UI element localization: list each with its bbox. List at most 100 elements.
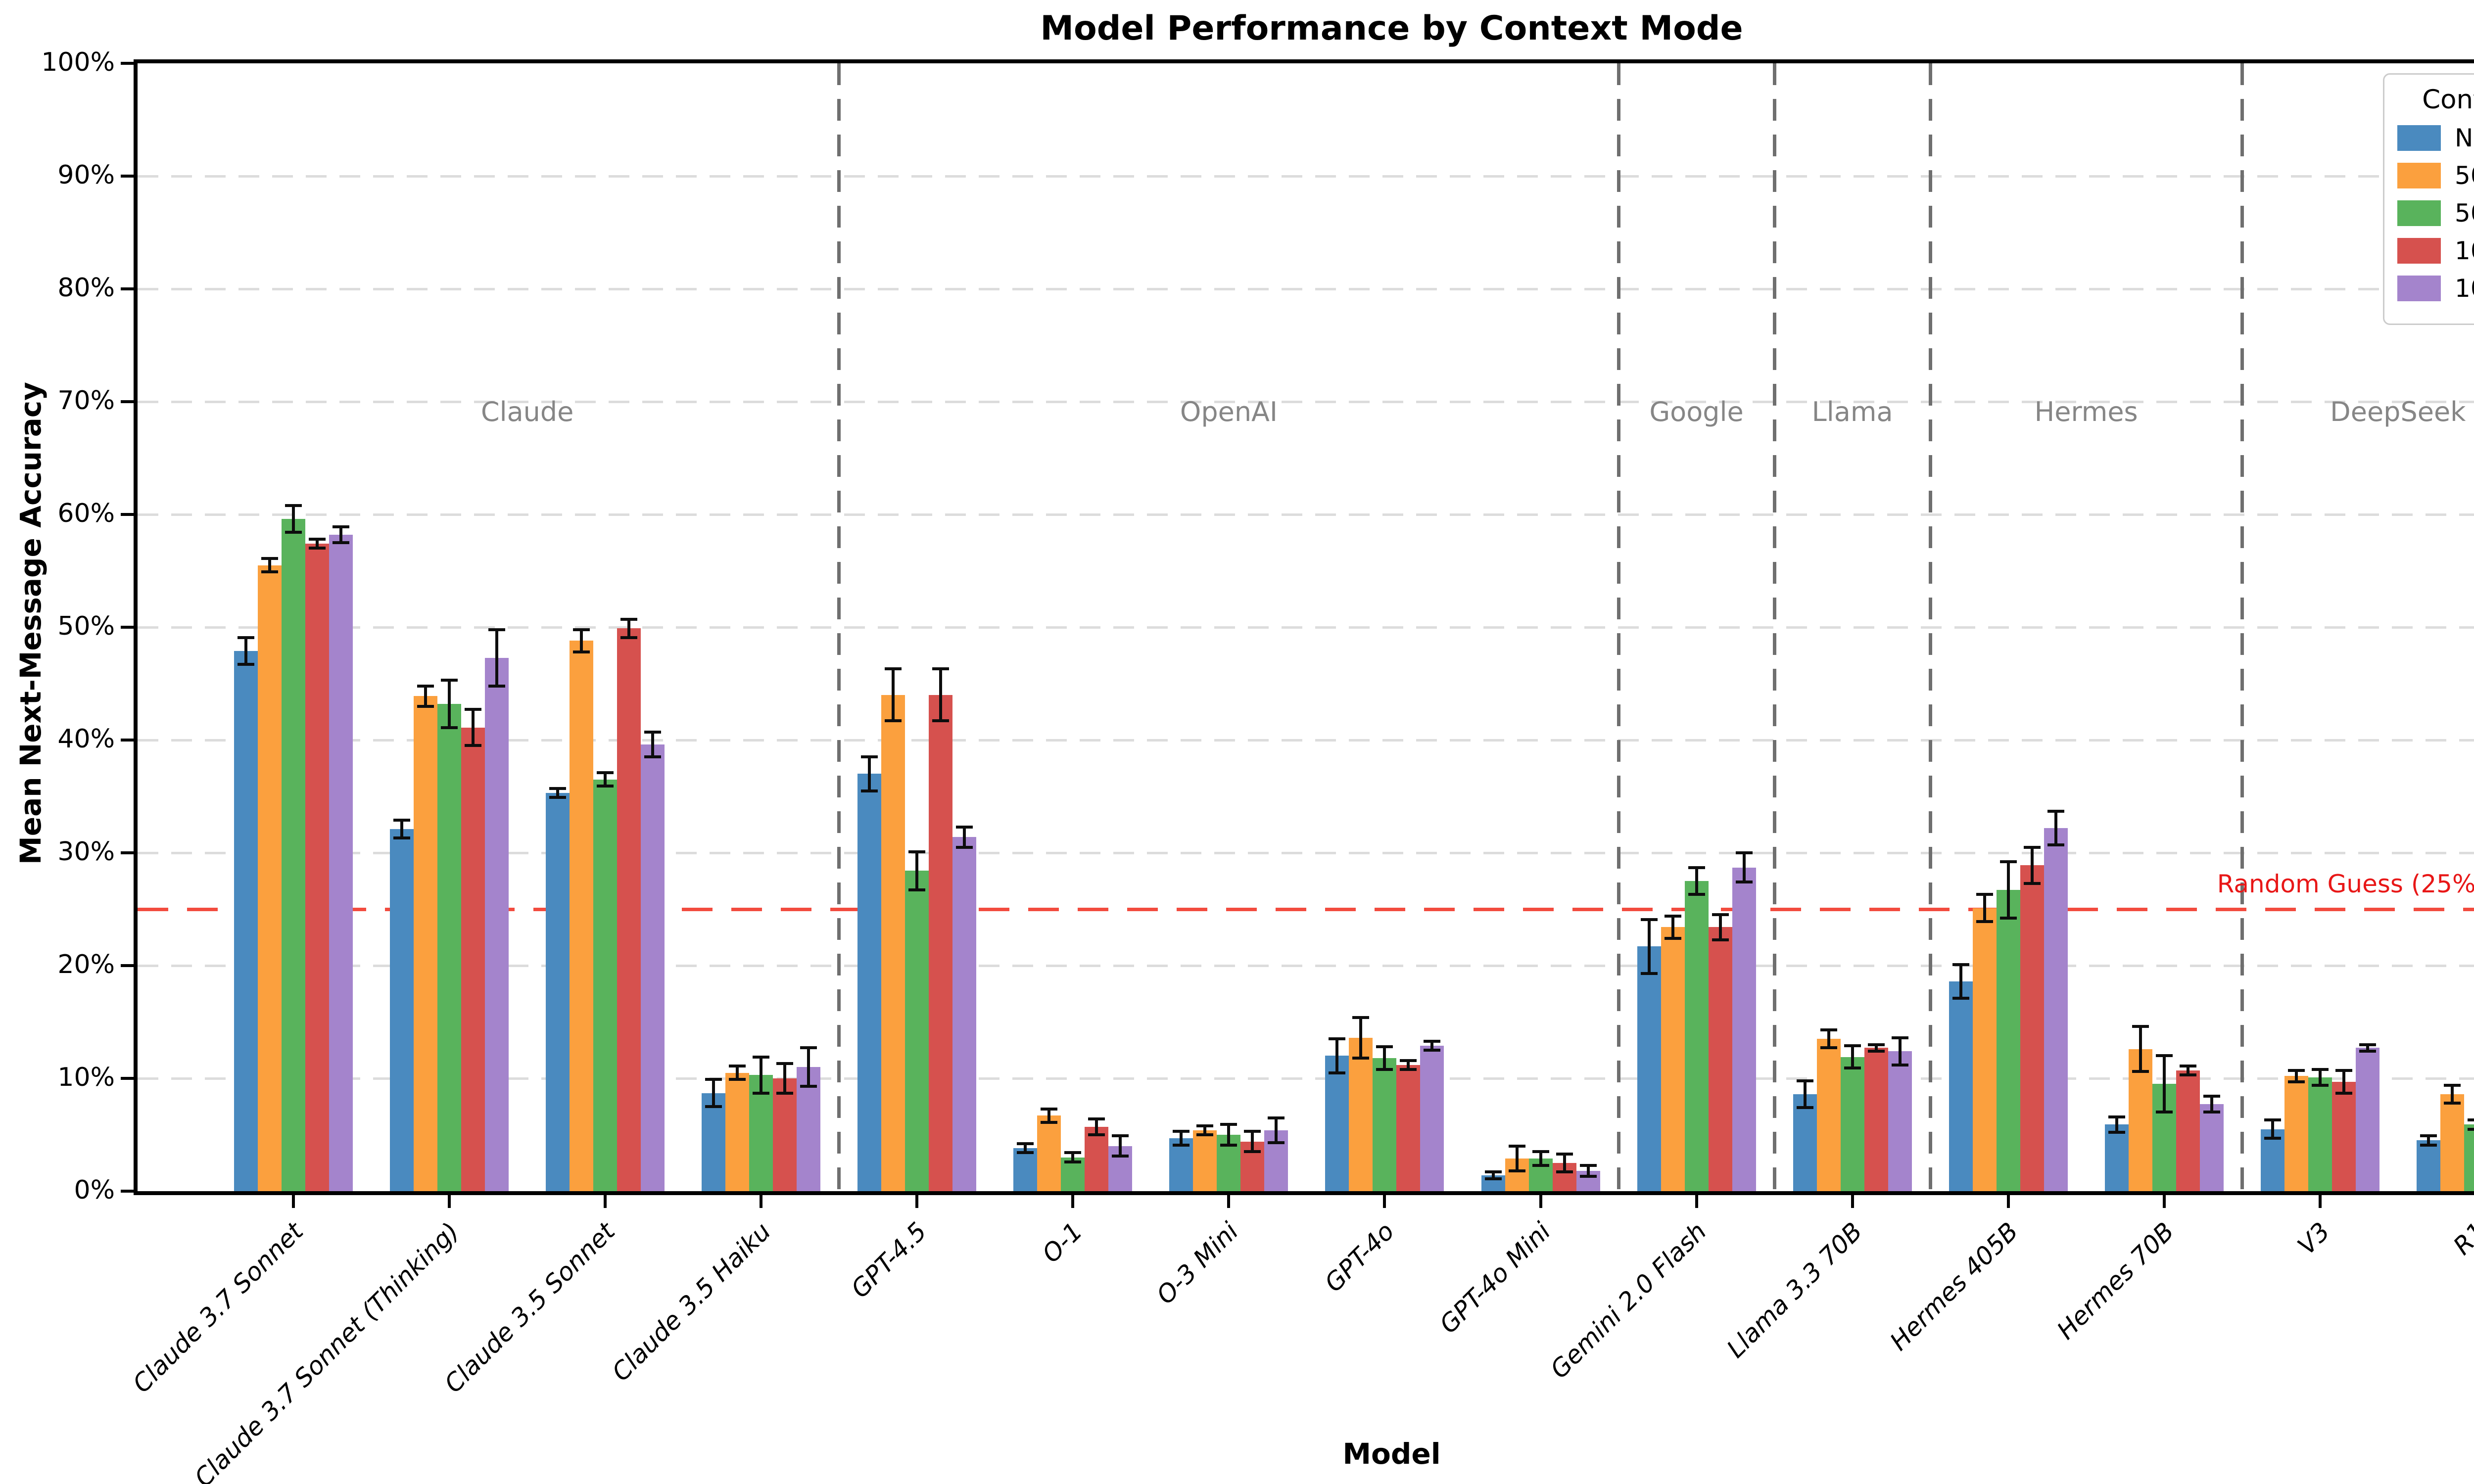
- error-bar-cap: [2203, 1111, 2220, 1114]
- error-bar-cap: [2179, 1064, 2196, 1067]
- error-bar-cap: [1041, 1120, 1058, 1124]
- vendor-divider-after-GPT-4o-Mini: [1617, 63, 1620, 1191]
- error-bar: [472, 709, 475, 746]
- y-tick-label-80: 80%: [57, 273, 115, 303]
- error-bar: [651, 732, 655, 757]
- bar-100-summary-gemini-2.0-flash: [1732, 867, 1756, 1191]
- error-bar: [1539, 1152, 1542, 1165]
- error-bar-cap: [2443, 1083, 2461, 1087]
- random-guess-line: [138, 907, 2474, 911]
- legend-swatch: [2397, 276, 2441, 301]
- error-bar-cap: [2311, 1083, 2329, 1087]
- error-bar-cap: [753, 1055, 770, 1059]
- error-bar: [268, 558, 272, 572]
- error-bar-cap: [2132, 1070, 2149, 1073]
- error-bar: [580, 629, 583, 652]
- error-bar: [736, 1066, 739, 1080]
- vendor-label-openai: OpenAI: [1180, 396, 1278, 427]
- error-bar-cap: [1976, 920, 1993, 924]
- y-tick-label-0: 0%: [74, 1175, 115, 1205]
- error-bar-cap: [800, 1084, 817, 1088]
- error-bar: [2342, 1070, 2345, 1093]
- error-bar-cap: [776, 1091, 794, 1095]
- error-bar-cap: [2467, 1127, 2474, 1131]
- error-bar: [963, 827, 966, 847]
- vendor-divider-after-Gemini-2.0-Flash: [1772, 63, 1776, 1191]
- error-bar-cap: [597, 785, 614, 788]
- legend-label: 50 Raw: [2455, 161, 2474, 190]
- bar-50-raw-gpt-4o: [1349, 1037, 1373, 1191]
- error-bar-cap: [1112, 1134, 1129, 1138]
- error-bar: [712, 1079, 715, 1107]
- legend-title: Context Mode: [2422, 85, 2474, 115]
- bar-100-summary-gpt-4o: [1420, 1045, 1444, 1191]
- error-bar-cap: [2132, 1025, 2149, 1028]
- error-bar-cap: [1424, 1039, 1441, 1043]
- error-bar-cap: [2287, 1069, 2305, 1072]
- error-bar-cap: [908, 850, 926, 853]
- vendor-label-llama: Llama: [1811, 396, 1893, 427]
- error-bar-cap: [1891, 1036, 1908, 1039]
- error-bar-cap: [333, 525, 350, 529]
- y-tick-0: [121, 1190, 134, 1193]
- bar-100-raw-claude-3.5-haiku: [773, 1078, 797, 1191]
- error-bar-cap: [2047, 843, 2064, 847]
- error-bar: [2318, 1069, 2322, 1085]
- x-tick-11: [2006, 1195, 2010, 1208]
- legend-item-50-raw: 50 Raw: [2397, 161, 2474, 190]
- error-bar-cap: [956, 825, 973, 829]
- y-tick-100: [121, 62, 134, 65]
- error-bar-cap: [644, 731, 662, 734]
- bar-50-raw-claude-3.5-sonnet: [570, 641, 594, 1191]
- vendor-label-google: Google: [1649, 396, 1744, 427]
- error-bar: [2115, 1116, 2118, 1133]
- bar-no-context-gemini-2.0-flash: [1637, 946, 1661, 1191]
- gridline-90: [138, 175, 2474, 178]
- error-bar-cap: [1268, 1141, 1285, 1144]
- error-bar: [1227, 1124, 1231, 1145]
- random-guess-label: Random Guess (25%): [2217, 870, 2474, 898]
- bar-50-raw-hermes-405b: [1972, 908, 1997, 1191]
- bar-50-raw-r1: [2440, 1094, 2464, 1191]
- error-bar-cap: [2443, 1102, 2461, 1105]
- bar-no-context-gpt-4o: [1325, 1056, 1349, 1191]
- y-tick-70: [121, 400, 134, 403]
- gridline-60: [138, 513, 2474, 516]
- error-bar-cap: [1867, 1043, 1885, 1046]
- error-bar-cap: [1796, 1079, 1813, 1082]
- x-axis-label: Model: [1342, 1437, 1441, 1471]
- error-bar-cap: [1532, 1150, 1549, 1154]
- error-bar: [339, 527, 343, 543]
- error-bar-cap: [2108, 1115, 2125, 1118]
- error-bar-cap: [1017, 1151, 1034, 1155]
- error-bar-cap: [2155, 1111, 2173, 1114]
- error-bar-cap: [1820, 1028, 1837, 1031]
- error-bar-cap: [488, 684, 506, 688]
- error-bar: [1335, 1039, 1339, 1073]
- error-bar-cap: [441, 679, 458, 682]
- bar-100-summary-hermes-70b: [2199, 1104, 2224, 1191]
- legend-swatch: [2397, 163, 2441, 188]
- error-bar-cap: [776, 1062, 794, 1066]
- error-bar: [556, 788, 560, 798]
- error-bar-cap: [2420, 1134, 2437, 1138]
- bar-100-summary-v3: [2355, 1048, 2379, 1191]
- bar-50-summary-v3: [2308, 1077, 2332, 1191]
- error-bar-cap: [417, 684, 434, 688]
- gridline-80: [138, 287, 2474, 290]
- x-tick-7: [1383, 1195, 1386, 1208]
- error-bar: [316, 539, 319, 549]
- gridline-10: [138, 1077, 2474, 1080]
- error-bar-cap: [1796, 1106, 1813, 1110]
- error-bar-cap: [1976, 893, 1993, 896]
- error-bar-cap: [729, 1064, 746, 1067]
- bar-no-context-llama-3.3-70b: [1793, 1094, 1817, 1191]
- bar-100-summary-llama-3.3-70b: [1888, 1051, 1912, 1191]
- bar-100-summary-claude-3.7-sonnet: [329, 535, 353, 1191]
- error-bar-cap: [1999, 917, 2017, 920]
- bar-100-summary-hermes-405b: [2044, 828, 2068, 1191]
- error-bar-cap: [932, 667, 950, 671]
- bar-100-raw-gpt-4.5: [929, 695, 953, 1191]
- error-bar-cap: [2108, 1131, 2125, 1134]
- bar-no-context-r1: [2416, 1140, 2440, 1191]
